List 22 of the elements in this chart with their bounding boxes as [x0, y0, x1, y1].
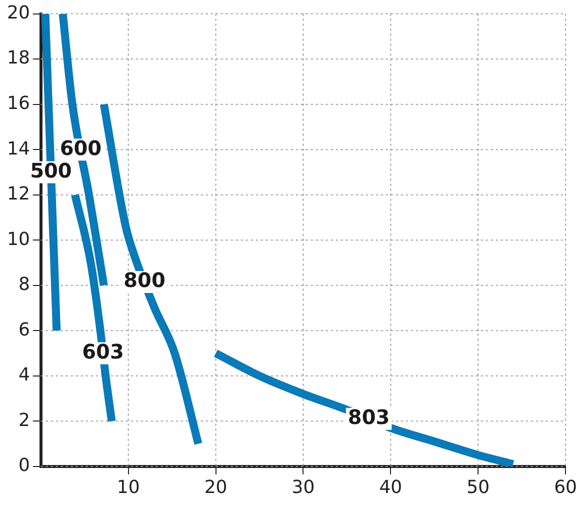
y-tick-label: 18: [7, 48, 30, 69]
y-tick-label: 8: [18, 274, 30, 296]
x-tick-label: 50: [466, 476, 490, 498]
y-tick-label: 4: [18, 364, 30, 386]
y-tick-label: 20: [7, 2, 30, 24]
y-tick-label: 12: [7, 184, 30, 205]
x-tick-label: 40: [379, 476, 402, 498]
series-label: 500: [30, 158, 72, 182]
x-tick-label: 20: [204, 476, 228, 498]
x-tick-label: 60: [554, 476, 577, 498]
series-label: 803: [348, 405, 390, 430]
series-label: 600: [60, 136, 102, 160]
series-label: 603: [82, 339, 124, 364]
y-tick-label: 16: [7, 92, 30, 114]
y-tick-label: 14: [7, 138, 30, 160]
x-tick-label: 30: [292, 476, 315, 498]
x-tick-label: 10: [116, 476, 140, 498]
series-label: 800: [124, 268, 166, 292]
y-tick-label: 10: [7, 228, 30, 250]
y-tick-label: 0: [18, 455, 30, 476]
y-tick-label: 6: [18, 319, 30, 340]
y-tick-label: 2: [18, 410, 30, 431]
